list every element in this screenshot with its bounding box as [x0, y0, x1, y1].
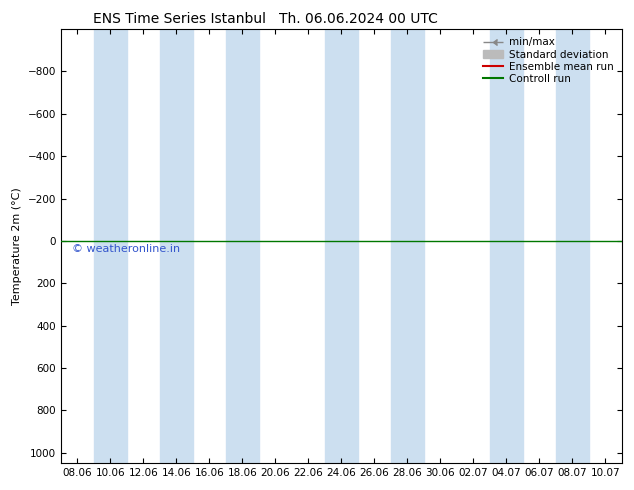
Text: Th. 06.06.2024 00 UTC: Th. 06.06.2024 00 UTC — [279, 12, 438, 26]
Bar — [325, 29, 358, 463]
Legend: min/max, Standard deviation, Ensemble mean run, Controll run: min/max, Standard deviation, Ensemble me… — [479, 34, 616, 87]
Y-axis label: Temperature 2m (°C): Temperature 2m (°C) — [12, 187, 22, 305]
Bar — [489, 29, 522, 463]
Bar — [555, 29, 588, 463]
Bar — [226, 29, 259, 463]
Bar — [391, 29, 424, 463]
Text: © weatheronline.in: © weatheronline.in — [72, 244, 180, 254]
Text: ENS Time Series Istanbul: ENS Time Series Istanbul — [93, 12, 266, 26]
Bar — [94, 29, 127, 463]
Bar — [160, 29, 193, 463]
